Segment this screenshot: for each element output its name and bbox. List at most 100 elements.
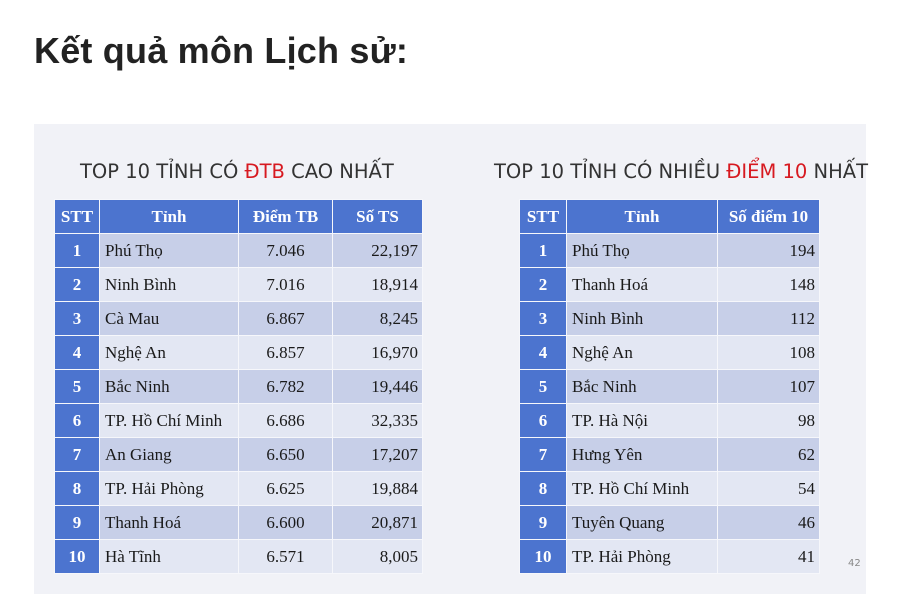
row-stt: 8 (54, 471, 100, 506)
slide-page-number: 42 (848, 558, 861, 569)
row-score-10-count: 148 (717, 267, 820, 302)
top-score-10-table: STT Tỉnh Số điểm 10 1 Phú Thọ 194 2 Thanh Ho… (519, 199, 820, 574)
table-row: 7 Hưng Yên 62 (519, 437, 820, 472)
row-avg-score: 7.046 (238, 233, 333, 268)
row-avg-score: 6.625 (238, 471, 333, 506)
row-stt: 5 (54, 369, 100, 404)
row-avg-score: 6.571 (238, 539, 333, 574)
row-stt: 9 (519, 505, 567, 540)
row-candidates: 32,335 (332, 403, 423, 438)
row-province: Hưng Yên (566, 437, 718, 472)
table-row: 8 TP. Hải Phòng 6.625 19,884 (54, 471, 423, 506)
page-title: Kết quả môn Lịch sử: (34, 30, 409, 71)
row-province: Phú Thọ (99, 233, 239, 268)
row-stt: 2 (519, 267, 567, 302)
row-province: Thanh Hoá (566, 267, 718, 302)
row-province: Thanh Hoá (99, 505, 239, 540)
header-stt: STT (54, 199, 100, 234)
row-score-10-count: 194 (717, 233, 820, 268)
row-avg-score: 6.600 (238, 505, 333, 540)
row-stt: 4 (54, 335, 100, 370)
row-score-10-count: 46 (717, 505, 820, 540)
row-avg-score: 6.857 (238, 335, 333, 370)
table-row: 10 Hà Tĩnh 6.571 8,005 (54, 539, 423, 574)
table-row: 9 Tuyên Quang 46 (519, 505, 820, 540)
row-score-10-count: 41 (717, 539, 820, 574)
table-row: 5 Bắc Ninh 6.782 19,446 (54, 369, 423, 404)
row-score-10-count: 112 (717, 301, 820, 336)
row-candidates: 18,914 (332, 267, 423, 302)
row-score-10-count: 107 (717, 369, 820, 404)
row-stt: 5 (519, 369, 567, 404)
left-title-highlight: ĐTB (244, 160, 285, 183)
row-stt: 10 (54, 539, 100, 574)
row-stt: 8 (519, 471, 567, 506)
left-title-pre: TOP 10 TỈNH CÓ (80, 160, 245, 183)
row-province: Tuyên Quang (566, 505, 718, 540)
row-province: Ninh Bình (566, 301, 718, 336)
row-stt: 6 (519, 403, 567, 438)
row-stt: 2 (54, 267, 100, 302)
top-avg-score-table: STT Tỉnh Điểm TB Số TS 1 Phú Thọ 7.046 22,1… (54, 199, 423, 574)
row-avg-score: 6.650 (238, 437, 333, 472)
row-province: TP. Hồ Chí Minh (566, 471, 718, 506)
row-stt: 6 (54, 403, 100, 438)
row-province: Cà Mau (99, 301, 239, 336)
row-province: Bắc Ninh (566, 369, 718, 404)
row-province: Ninh Bình (99, 267, 239, 302)
row-stt: 7 (54, 437, 100, 472)
row-province: An Giang (99, 437, 239, 472)
row-province: TP. Hà Nội (566, 403, 718, 438)
row-province: Bắc Ninh (99, 369, 239, 404)
row-province: TP. Hồ Chí Minh (99, 403, 239, 438)
row-candidates: 22,197 (332, 233, 423, 268)
row-candidates: 16,970 (332, 335, 423, 370)
table-row: 7 An Giang 6.650 17,207 (54, 437, 423, 472)
table-row: 5 Bắc Ninh 107 (519, 369, 820, 404)
row-avg-score: 6.867 (238, 301, 333, 336)
header-stt: STT (519, 199, 567, 234)
table-row: 10 TP. Hải Phòng 41 (519, 539, 820, 574)
row-stt: 1 (519, 233, 567, 268)
row-province: TP. Hải Phòng (566, 539, 718, 574)
row-score-10-count: 108 (717, 335, 820, 370)
row-candidates: 20,871 (332, 505, 423, 540)
row-score-10-count: 54 (717, 471, 820, 506)
row-candidates: 19,446 (332, 369, 423, 404)
row-score-10-count: 98 (717, 403, 820, 438)
row-avg-score: 6.782 (238, 369, 333, 404)
table-row: 1 Phú Thọ 194 (519, 233, 820, 268)
table-row: 4 Nghệ An 6.857 16,970 (54, 335, 423, 370)
slide-image: TOP 10 TỈNH CÓ ĐTB CAO NHẤT STT Tỉnh Điể… (34, 124, 868, 594)
right-table-title: TOP 10 TỈNH CÓ NHIỀU ĐIỂM 10 NHẤT (494, 160, 868, 183)
row-province: Nghệ An (566, 335, 718, 370)
row-candidates: 8,005 (332, 539, 423, 574)
row-avg-score: 6.686 (238, 403, 333, 438)
row-candidates: 19,884 (332, 471, 423, 506)
row-stt: 3 (519, 301, 567, 336)
row-stt: 10 (519, 539, 567, 574)
table-row: 3 Ninh Bình 112 (519, 301, 820, 336)
row-stt: 1 (54, 233, 100, 268)
right-title-post: NHẤT (807, 160, 869, 183)
header-avg-score: Điểm TB (238, 199, 333, 234)
table-row: 2 Ninh Bình 7.016 18,914 (54, 267, 423, 302)
table-header-row: STT Tỉnh Số điểm 10 (519, 199, 820, 234)
left-title-post: CAO NHẤT (284, 160, 394, 183)
row-province: Phú Thọ (566, 233, 718, 268)
table-row: 8 TP. Hồ Chí Minh 54 (519, 471, 820, 506)
table-row: 2 Thanh Hoá 148 (519, 267, 820, 302)
row-stt: 9 (54, 505, 100, 540)
table-row: 6 TP. Hà Nội 98 (519, 403, 820, 438)
header-province: Tỉnh (99, 199, 239, 234)
left-table-title: TOP 10 TỈNH CÓ ĐTB CAO NHẤT (80, 160, 394, 183)
row-score-10-count: 62 (717, 437, 820, 472)
row-candidates: 17,207 (332, 437, 423, 472)
row-candidates: 8,245 (332, 301, 423, 336)
row-stt: 4 (519, 335, 567, 370)
row-province: TP. Hải Phòng (99, 471, 239, 506)
table-row: 3 Cà Mau 6.867 8,245 (54, 301, 423, 336)
row-avg-score: 7.016 (238, 267, 333, 302)
row-stt: 3 (54, 301, 100, 336)
header-province: Tỉnh (566, 199, 718, 234)
